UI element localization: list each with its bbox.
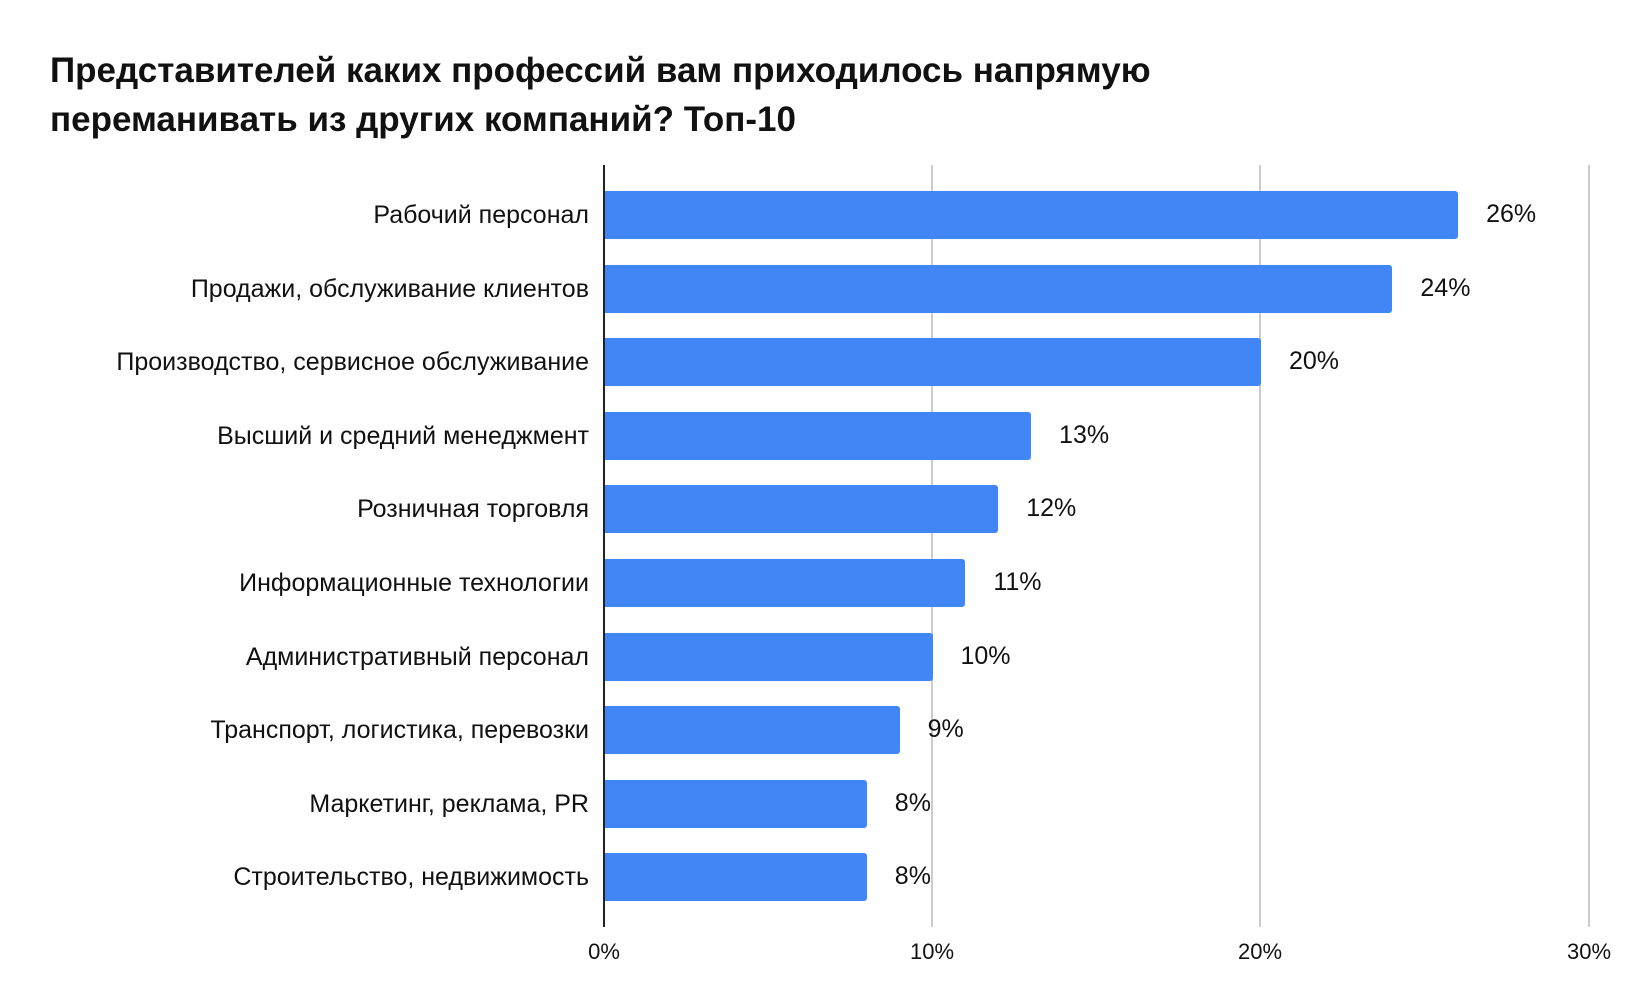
- bar: [605, 779, 867, 828]
- bar: [605, 411, 1032, 460]
- category-label: Розничная торговля: [357, 495, 589, 524]
- category-label: Административный персонал: [245, 642, 589, 671]
- bar: [605, 191, 1459, 239]
- value-label: 12%: [1026, 494, 1077, 523]
- category-label: Строительство, недвижимость: [233, 863, 589, 892]
- bar: [605, 706, 900, 755]
- value-label: 8%: [894, 788, 931, 817]
- bar: [605, 853, 867, 902]
- bar: [605, 338, 1261, 387]
- y-axis-line: [603, 165, 605, 927]
- value-label: 26%: [1486, 200, 1537, 228]
- x-tick-label: 0%: [588, 939, 620, 964]
- value-label: 11%: [993, 568, 1042, 596]
- value-label: 8%: [894, 862, 931, 891]
- category-label: Продажи, обслуживание клиентов: [190, 274, 589, 303]
- value-label: 20%: [1289, 347, 1340, 376]
- x-tick-label: 20%: [1237, 939, 1283, 964]
- category-label: Маркетинг, реклама, PR: [309, 789, 589, 818]
- bar: [605, 632, 933, 681]
- bar: [605, 485, 999, 534]
- chart-title-line-1: Представителей каких профессий вам прихо…: [50, 51, 1151, 90]
- bar: [605, 559, 966, 607]
- bar: [605, 264, 1393, 313]
- gridline-30: [1588, 165, 1590, 927]
- chart-title: Представителей каких профессий вам прихо…: [50, 46, 1450, 144]
- gridline-20: [1259, 165, 1261, 927]
- value-label: 24%: [1420, 273, 1471, 302]
- value-label: 10%: [960, 641, 1011, 670]
- category-label: Производство, сервисное обслуживание: [116, 348, 589, 377]
- value-label: 13%: [1059, 420, 1110, 449]
- x-tick-label: 30%: [1566, 939, 1612, 964]
- category-label: Рабочий персонал: [373, 201, 589, 229]
- chart-title-line-2: переманивать из других компаний? Топ-10: [50, 100, 796, 139]
- value-label: 9%: [927, 715, 964, 744]
- category-label: Информационные технологии: [239, 569, 589, 597]
- x-tick-label: 10%: [909, 939, 955, 964]
- category-label: Высший и средний менеджмент: [217, 421, 589, 450]
- category-label: Транспорт, логистика, перевозки: [210, 716, 589, 745]
- gridline-10: [931, 165, 933, 927]
